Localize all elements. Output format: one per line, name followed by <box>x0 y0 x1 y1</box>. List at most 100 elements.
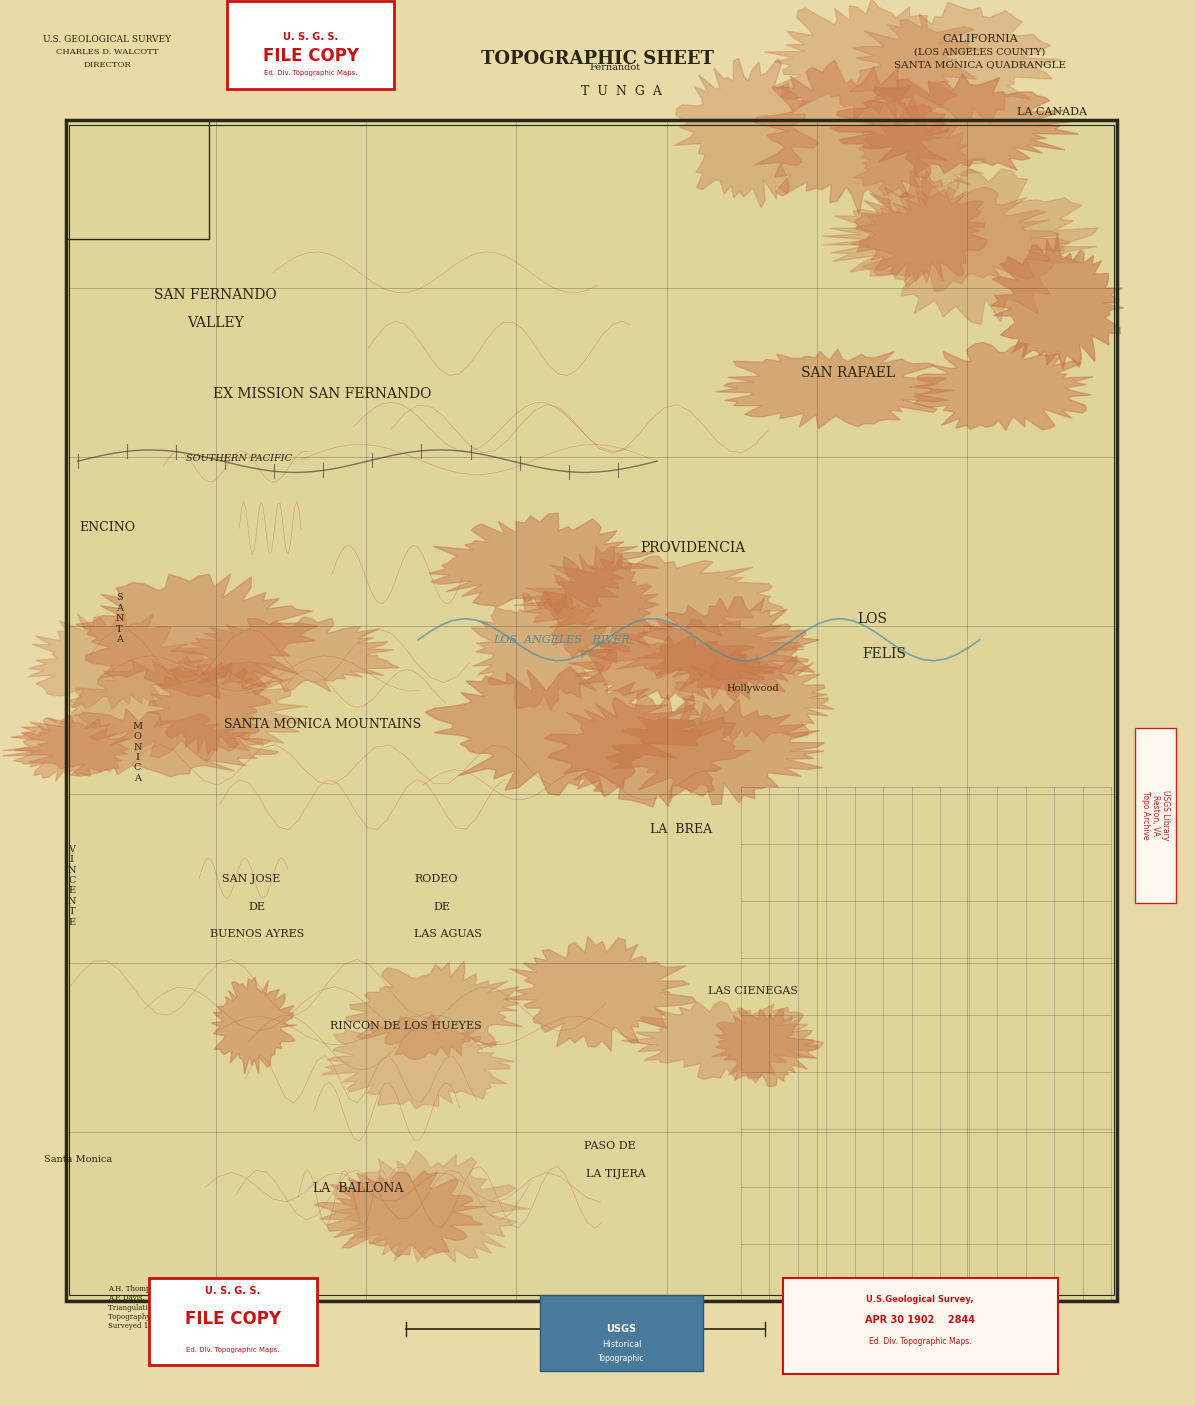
Text: SOUTHERN PACIFIC: SOUTHERN PACIFIC <box>186 454 292 463</box>
Text: Ed. Div. Topographic Maps.: Ed. Div. Topographic Maps. <box>264 70 357 76</box>
Polygon shape <box>831 73 1079 174</box>
Text: Ed. Div. Topographic Maps.: Ed. Div. Topographic Maps. <box>869 1337 972 1346</box>
Text: LA  BREA: LA BREA <box>650 823 712 837</box>
Text: Ed. Div. Topographic Maps.: Ed. Div. Topographic Maps. <box>186 1347 280 1353</box>
Text: Historical: Historical <box>601 1340 642 1348</box>
Polygon shape <box>716 349 955 429</box>
Text: T  U  N  G  A: T U N G A <box>581 84 662 98</box>
Polygon shape <box>712 1008 817 1087</box>
Text: A.H. Thompson, Geographer
A.P. Davis, Topographer in charge
Triangulation by A.P: A.H. Thompson, Geographer A.P. Davis, To… <box>108 1285 228 1330</box>
Polygon shape <box>545 695 752 807</box>
Text: Scale 1:62500: Scale 1:62500 <box>558 1341 613 1350</box>
Text: DE: DE <box>249 901 265 912</box>
Text: Hollywood: Hollywood <box>727 685 779 693</box>
FancyBboxPatch shape <box>783 1278 1058 1374</box>
Text: USGS: USGS <box>606 1323 637 1334</box>
Text: PROVIDENCIA: PROVIDENCIA <box>641 541 746 555</box>
Bar <box>66 120 209 239</box>
Polygon shape <box>991 233 1123 370</box>
Polygon shape <box>347 960 523 1060</box>
Text: Santa Monica: Santa Monica <box>43 1156 112 1164</box>
Text: LAS AGUAS: LAS AGUAS <box>415 928 482 939</box>
Polygon shape <box>607 699 825 804</box>
Polygon shape <box>822 187 1070 291</box>
Polygon shape <box>210 977 298 1074</box>
Text: RODEO: RODEO <box>415 873 458 884</box>
Text: TOPOGRAPHIC SHEET: TOPOGRAPHIC SHEET <box>482 51 713 67</box>
FancyBboxPatch shape <box>227 1 394 89</box>
Polygon shape <box>425 666 704 796</box>
Polygon shape <box>68 657 307 762</box>
Polygon shape <box>2 709 278 778</box>
Text: Topographic: Topographic <box>599 1354 644 1362</box>
Polygon shape <box>637 598 820 702</box>
Text: PASO DE: PASO DE <box>583 1140 636 1152</box>
Polygon shape <box>471 591 613 710</box>
Polygon shape <box>854 170 987 283</box>
Text: SAN RAFAEL: SAN RAFAEL <box>802 366 895 380</box>
Text: APR 30 1902    2844: APR 30 1902 2844 <box>865 1315 975 1326</box>
FancyBboxPatch shape <box>149 1278 317 1365</box>
Text: M
O
N
I
C
A: M O N I C A <box>133 721 142 783</box>
Polygon shape <box>514 551 785 640</box>
Text: FELIS: FELIS <box>863 647 906 661</box>
Polygon shape <box>569 636 777 700</box>
Text: BUENOS AYRES: BUENOS AYRES <box>210 928 304 939</box>
Text: USGS Library
Reston, VA
Topo Archive: USGS Library Reston, VA Topo Archive <box>1141 790 1170 841</box>
Polygon shape <box>503 936 697 1052</box>
Bar <box>69 125 1114 1295</box>
Text: LAS CIENEGAS: LAS CIENEGAS <box>707 986 798 997</box>
Text: SAN FERNANDO: SAN FERNANDO <box>154 288 276 302</box>
Text: SANTA MONICA QUADRANGLE: SANTA MONICA QUADRANGLE <box>894 60 1066 69</box>
Text: LA TIJERA: LA TIJERA <box>586 1168 645 1180</box>
Text: RINCON DE LOS HUEYES: RINCON DE LOS HUEYES <box>331 1021 482 1032</box>
Text: FILE COPY: FILE COPY <box>263 48 358 65</box>
Text: U. S. G. S.: U. S. G. S. <box>283 31 338 42</box>
Text: U. S. G. S.: U. S. G. S. <box>206 1285 261 1296</box>
Polygon shape <box>851 169 1098 325</box>
Polygon shape <box>314 1171 486 1258</box>
Polygon shape <box>588 619 809 681</box>
Text: LOS: LOS <box>857 612 888 626</box>
Polygon shape <box>27 613 203 709</box>
Text: U.S.Geological Survey,: U.S.Geological Survey, <box>866 1295 974 1303</box>
Text: SAN JOSE: SAN JOSE <box>222 873 280 884</box>
Text: SANTA MONICA MOUNTAINS: SANTA MONICA MOUNTAINS <box>225 717 421 731</box>
Text: V
I
N
C
E
N
T
E: V I N C E N T E <box>67 845 76 927</box>
Bar <box>66 120 1117 1301</box>
Polygon shape <box>75 574 318 699</box>
Polygon shape <box>674 650 834 742</box>
Text: DE: DE <box>434 901 451 912</box>
Polygon shape <box>148 662 271 755</box>
Text: EX MISSION SAN FERNANDO: EX MISSION SAN FERNANDO <box>214 387 431 401</box>
Text: U.S. GEOLOGICAL SURVEY: U.S. GEOLOGICAL SURVEY <box>43 35 172 44</box>
Polygon shape <box>674 59 819 208</box>
Polygon shape <box>13 716 129 782</box>
Text: FILE COPY: FILE COPY <box>185 1310 281 1327</box>
FancyBboxPatch shape <box>540 1295 703 1371</box>
Polygon shape <box>544 546 658 673</box>
Polygon shape <box>429 513 658 614</box>
Text: LA  BALLONA: LA BALLONA <box>313 1181 404 1195</box>
FancyBboxPatch shape <box>1135 728 1176 903</box>
Text: VALLEY: VALLEY <box>186 316 244 330</box>
Polygon shape <box>754 60 949 215</box>
Text: CHARLES D. WALCOTT: CHARLES D. WALCOTT <box>56 48 159 56</box>
Polygon shape <box>171 617 399 695</box>
Polygon shape <box>621 1001 823 1080</box>
Text: ENCINO: ENCINO <box>80 520 135 534</box>
Text: (LOS ANGELES COUNTY): (LOS ANGELES COUNTY) <box>914 48 1046 56</box>
Polygon shape <box>914 343 1093 430</box>
Text: LA CANADA: LA CANADA <box>1017 107 1086 118</box>
Polygon shape <box>331 1150 529 1263</box>
Polygon shape <box>321 1014 515 1109</box>
Polygon shape <box>852 117 987 205</box>
Bar <box>66 120 1117 1301</box>
Text: S
A
N
T
A: S A N T A <box>115 593 124 644</box>
Text: CALIFORNIA: CALIFORNIA <box>942 34 1018 45</box>
Text: DIRECTOR: DIRECTOR <box>84 60 131 69</box>
Polygon shape <box>764 0 981 121</box>
Text: LOS  ANGELES   RIVER: LOS ANGELES RIVER <box>494 634 630 645</box>
Text: Fernandot: Fernandot <box>590 63 641 72</box>
Polygon shape <box>850 3 1061 124</box>
